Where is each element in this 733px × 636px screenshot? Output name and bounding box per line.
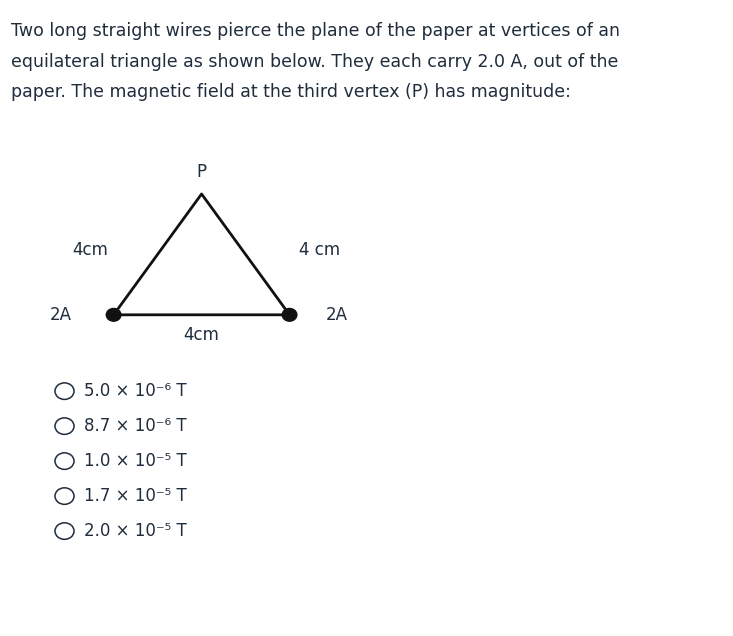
Text: 4cm: 4cm	[73, 241, 108, 259]
Text: 8.7 × 10⁻⁶ T: 8.7 × 10⁻⁶ T	[84, 417, 187, 435]
Text: 1.7 × 10⁻⁵ T: 1.7 × 10⁻⁵ T	[84, 487, 187, 505]
Text: equilateral triangle as shown below. They each carry 2.0 A, out of the: equilateral triangle as shown below. The…	[11, 53, 619, 71]
Text: 1.0 × 10⁻⁵ T: 1.0 × 10⁻⁵ T	[84, 452, 187, 470]
Text: 5.0 × 10⁻⁶ T: 5.0 × 10⁻⁶ T	[84, 382, 187, 400]
Text: 2A: 2A	[50, 306, 72, 324]
Circle shape	[106, 308, 121, 321]
Text: 4cm: 4cm	[184, 326, 219, 344]
Text: P: P	[196, 163, 207, 181]
Circle shape	[282, 308, 297, 321]
Text: paper. The magnetic field at the third vertex (P) has magnitude:: paper. The magnetic field at the third v…	[11, 83, 571, 101]
Text: 2.0 × 10⁻⁵ T: 2.0 × 10⁻⁵ T	[84, 522, 187, 540]
Text: 2A: 2A	[326, 306, 348, 324]
Text: 4 cm: 4 cm	[299, 241, 340, 259]
Text: Two long straight wires pierce the plane of the paper at vertices of an: Two long straight wires pierce the plane…	[11, 22, 620, 40]
